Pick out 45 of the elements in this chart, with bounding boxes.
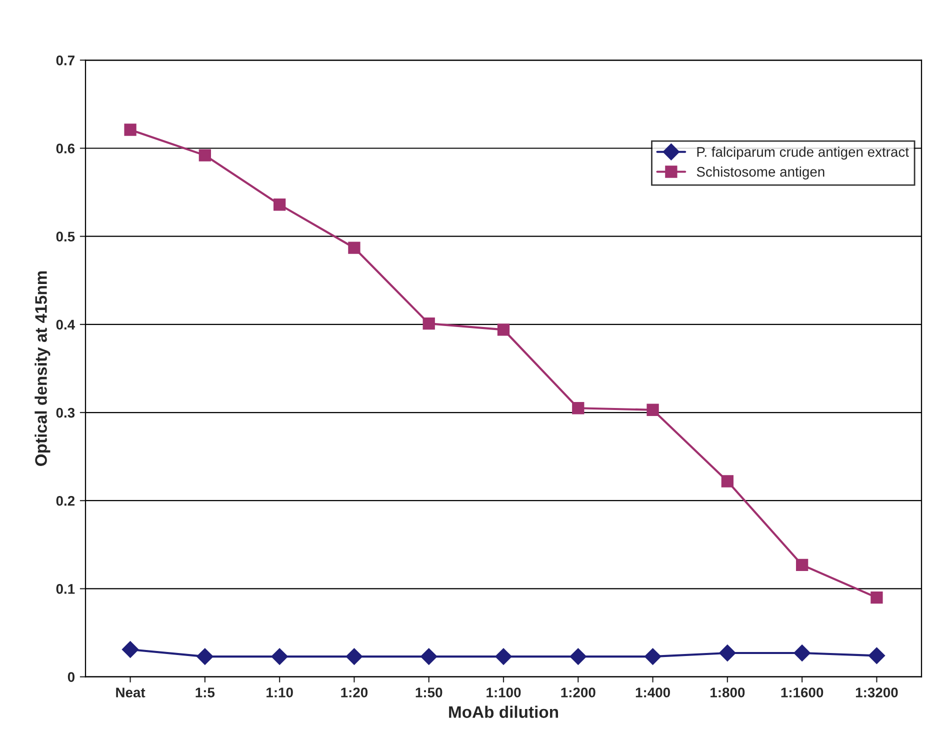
- y-tick-label: 0: [68, 672, 75, 682]
- point: [495, 648, 512, 665]
- point: [422, 317, 435, 330]
- point: [196, 648, 214, 665]
- x-tick-label: 1:100: [486, 688, 521, 698]
- point: [497, 324, 510, 336]
- y-tick-label: 0.1: [56, 584, 75, 594]
- y-tick-label: 0.7: [56, 55, 74, 66]
- point: [273, 198, 286, 211]
- x-tick-label: 1:20: [341, 688, 368, 698]
- x-tick-label: 1:200: [561, 688, 596, 698]
- x-tick-label: 1:400: [636, 688, 670, 698]
- point: [870, 591, 883, 604]
- x-tick-label: 1:1600: [781, 688, 824, 698]
- y-tick-label: 0.3: [56, 408, 75, 418]
- x-tick-label: 1:800: [710, 688, 745, 698]
- point: [644, 648, 662, 665]
- x-tick-label: 1:3200: [856, 688, 898, 698]
- point: [572, 402, 584, 414]
- y-tick-label: 0.2: [56, 496, 75, 506]
- x-tick-label: 1:5: [196, 688, 215, 698]
- point: [346, 648, 363, 665]
- legend-label: Schistosome antigen: [696, 166, 824, 180]
- legend-label: P. falciparum crude antigen extract: [697, 146, 909, 160]
- point: [420, 648, 438, 665]
- x-axis-title: MoAb dilution: [449, 706, 558, 718]
- point: [348, 242, 360, 254]
- x-tick-label: 1:10: [266, 688, 293, 698]
- x-tick-label: Neat: [116, 688, 146, 698]
- y-axis-title: Optical density at 415nm: [34, 271, 50, 466]
- y-tick-label: 0.6: [56, 144, 75, 154]
- point: [271, 648, 288, 665]
- point: [719, 644, 736, 662]
- y-tick-label: 0.5: [56, 232, 75, 242]
- point: [721, 475, 734, 488]
- point: [124, 124, 136, 136]
- point: [198, 149, 212, 162]
- x-tick-label: 1:50: [416, 688, 442, 698]
- point: [122, 641, 139, 658]
- point: [570, 648, 587, 665]
- y-tick-label: 0.4: [56, 320, 76, 330]
- point: [868, 647, 886, 664]
- point: [796, 558, 808, 571]
- point: [794, 644, 810, 662]
- point: [646, 404, 659, 416]
